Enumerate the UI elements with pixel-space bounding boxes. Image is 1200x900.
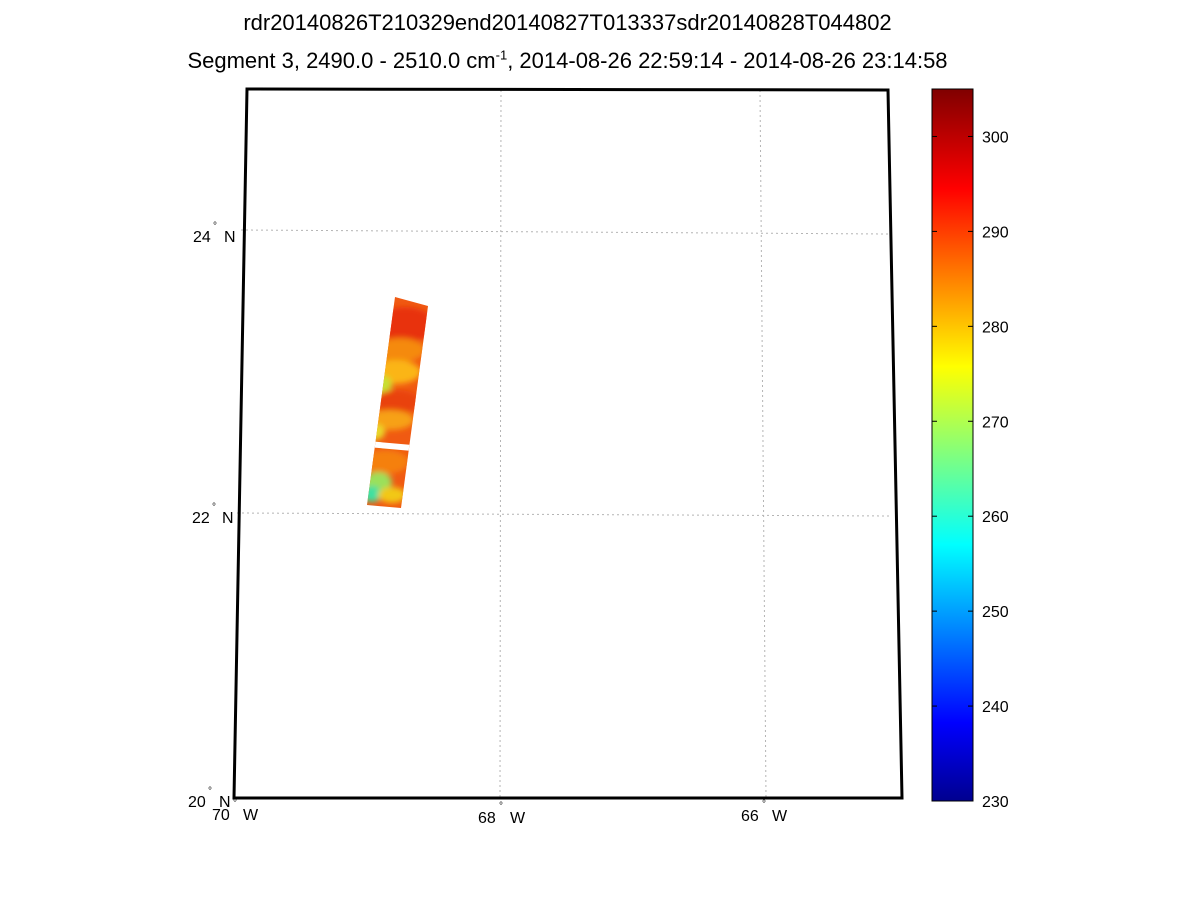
parallel-22n [236, 512, 893, 517]
colorbar-ticks: 230 240 250 260 270 280 290 300 [932, 129, 1009, 811]
lat-label-20n: 20 ° N [188, 786, 231, 811]
lat-label-22n-hemi: N [222, 510, 234, 527]
plot-subtitle: Segment 3, 2490.0 - 2510.0 cm-1, 2014-08… [0, 48, 1135, 74]
degree-symbol: ° [208, 786, 212, 797]
graticule [236, 89, 893, 799]
meridian-66w [759, 89, 767, 799]
colorbar-tick-label: 270 [982, 414, 1009, 431]
lon-label-68w-deg: 68 [478, 810, 496, 827]
lat-label-22n: 22 ° N [192, 502, 234, 527]
subtitle-suffix: , 2014-08-26 22:59:14 - 2014-08-26 23:14… [507, 48, 948, 73]
colorbar-tick-label: 280 [982, 319, 1009, 336]
subtitle-prefix: Segment 3, 2490.0 - 2510.0 cm [187, 48, 496, 73]
degree-symbol: ° [233, 798, 237, 809]
lon-label-70w-deg: 70 [212, 807, 230, 824]
colorbar-tick-label: 290 [982, 224, 1009, 241]
lon-label-66w-deg: 66 [741, 808, 759, 825]
plot-title: rdr20140826T210329end20140827T013337sdr2… [243, 10, 892, 35]
subtitle-superscript: -1 [495, 47, 508, 63]
lon-label-70w: 70 ° W [212, 798, 259, 824]
colorbar-tick-label: 300 [982, 129, 1009, 146]
lat-label-22n-deg: 22 [192, 510, 210, 527]
colorbar [931, 88, 974, 802]
lon-label-70w-hemi: W [243, 807, 259, 824]
degree-symbol: ° [213, 221, 217, 232]
lat-label-20n-hemi: N [219, 794, 231, 811]
lon-label-66w: 66 ° W [741, 799, 788, 825]
degree-symbol: ° [499, 801, 503, 812]
degree-symbol: ° [762, 799, 766, 810]
parallel-24n [240, 229, 889, 235]
colorbar-tick-label: 260 [982, 509, 1009, 526]
colorbar-tick-label: 240 [982, 699, 1009, 716]
lon-label-68w-hemi: W [510, 810, 526, 827]
colorbar-tick-label: 250 [982, 604, 1009, 621]
map-frame [232, 87, 904, 800]
lat-label-24n: 24 ° N [193, 221, 236, 246]
meridian-68w [499, 89, 502, 799]
lat-label-24n-deg: 24 [193, 229, 211, 246]
degree-symbol: ° [212, 502, 216, 513]
lon-label-68w: 68 ° W [478, 801, 526, 827]
colorbar-tick-label: 230 [982, 794, 1009, 811]
data-swath [367, 297, 428, 508]
lat-label-24n-hemi: N [224, 229, 236, 246]
lat-label-20n-deg: 20 [188, 794, 206, 811]
lon-label-66w-hemi: W [772, 808, 788, 825]
